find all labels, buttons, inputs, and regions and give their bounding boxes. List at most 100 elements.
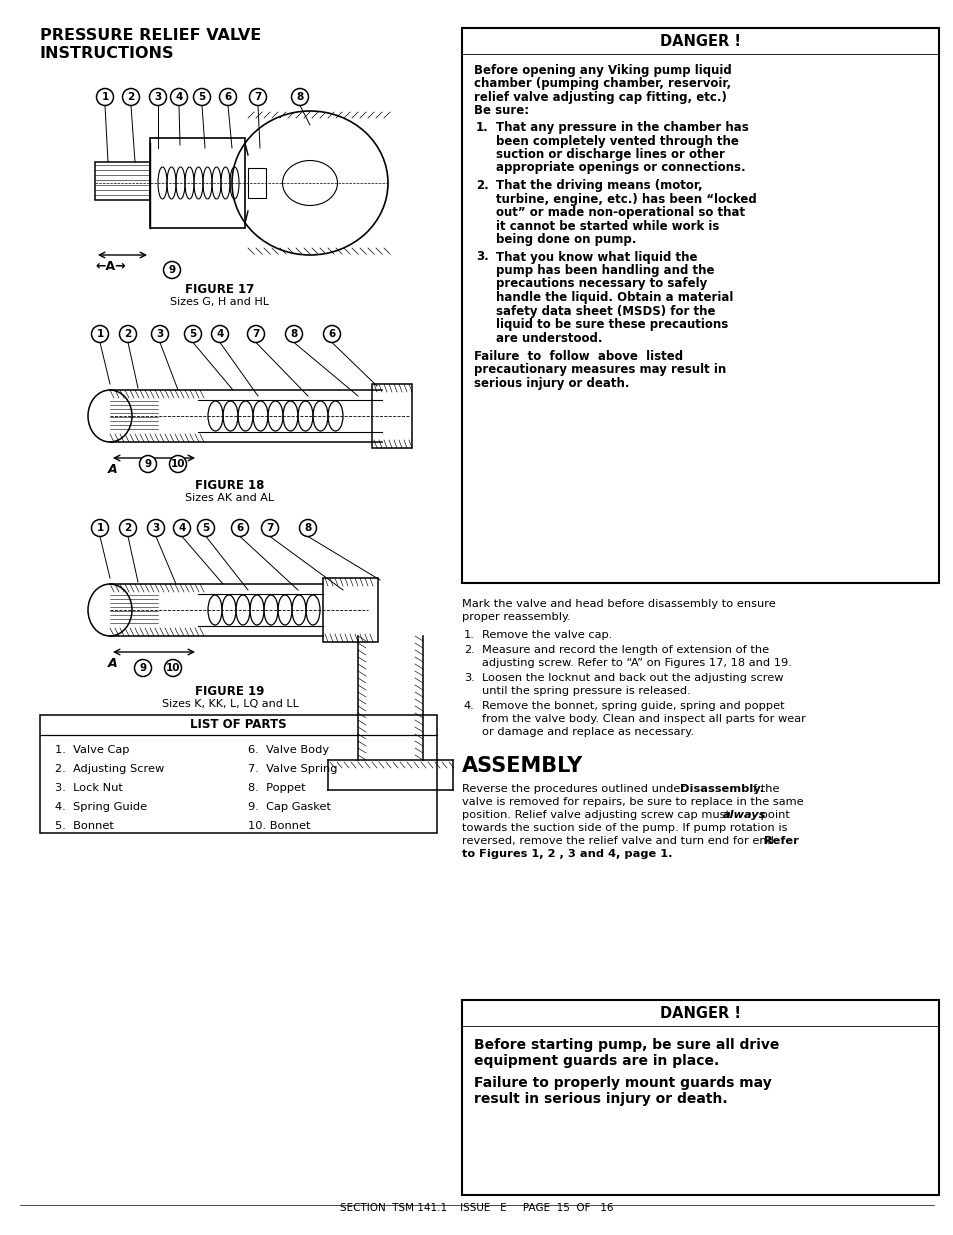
Text: 3: 3	[156, 329, 164, 338]
Circle shape	[292, 89, 308, 105]
Text: handle the liquid. Obtain a material: handle the liquid. Obtain a material	[496, 291, 733, 304]
Text: until the spring pressure is released.: until the spring pressure is released.	[481, 685, 690, 697]
Text: proper reassembly.: proper reassembly.	[461, 613, 570, 622]
Text: 10. Bonnet: 10. Bonnet	[248, 821, 310, 831]
Text: are understood.: are understood.	[496, 331, 602, 345]
Circle shape	[150, 89, 167, 105]
Text: turbine, engine, etc.) has been “locked: turbine, engine, etc.) has been “locked	[496, 193, 756, 205]
Circle shape	[171, 89, 188, 105]
Text: PRESSURE RELIEF VALVE: PRESSURE RELIEF VALVE	[40, 28, 261, 43]
Text: 1: 1	[101, 91, 109, 103]
Circle shape	[91, 520, 109, 536]
Circle shape	[193, 89, 211, 105]
Circle shape	[119, 520, 136, 536]
Text: equipment guards are in place.: equipment guards are in place.	[474, 1053, 719, 1068]
Text: DANGER !: DANGER !	[659, 1005, 740, 1020]
Text: chamber (pumping chamber, reservoir,: chamber (pumping chamber, reservoir,	[474, 78, 730, 90]
Text: Before starting pump, be sure all drive: Before starting pump, be sure all drive	[474, 1037, 779, 1052]
Text: 1.  Valve Cap: 1. Valve Cap	[55, 745, 130, 755]
Circle shape	[134, 659, 152, 677]
Circle shape	[173, 520, 191, 536]
Text: Remove the valve cap.: Remove the valve cap.	[481, 630, 612, 640]
Text: 2.: 2.	[463, 645, 475, 655]
Text: Disassembly.: Disassembly.	[679, 784, 763, 794]
Text: out” or made non-operational so that: out” or made non-operational so that	[496, 206, 744, 219]
Circle shape	[261, 520, 278, 536]
Text: A: A	[108, 463, 117, 475]
Text: reversed, remove the relief valve and turn end for end.: reversed, remove the relief valve and tu…	[461, 836, 781, 846]
Circle shape	[91, 326, 109, 342]
Text: That the driving means (motor,: That the driving means (motor,	[496, 179, 702, 191]
Text: FIGURE 17: FIGURE 17	[185, 283, 254, 296]
Circle shape	[323, 326, 340, 342]
Text: 1: 1	[96, 522, 104, 534]
Text: Refer: Refer	[763, 836, 798, 846]
Text: precautions necessary to safely: precautions necessary to safely	[496, 278, 706, 290]
Text: Reverse the procedures outlined under: Reverse the procedures outlined under	[461, 784, 688, 794]
Text: 3.: 3.	[476, 251, 488, 263]
Text: LIST OF PARTS: LIST OF PARTS	[190, 719, 287, 731]
Text: 9: 9	[144, 459, 152, 469]
Text: That any pressure in the chamber has: That any pressure in the chamber has	[496, 121, 748, 135]
Text: That you know what liquid the: That you know what liquid the	[496, 251, 697, 263]
Circle shape	[148, 520, 164, 536]
Text: point: point	[757, 810, 789, 820]
Circle shape	[122, 89, 139, 105]
Text: 4: 4	[175, 91, 182, 103]
Circle shape	[164, 659, 181, 677]
Text: Sizes G, H and HL: Sizes G, H and HL	[171, 296, 269, 308]
Text: 2.: 2.	[476, 179, 488, 191]
Bar	[150, 138, 245, 228]
Text: 6: 6	[236, 522, 243, 534]
Text: 8: 8	[296, 91, 303, 103]
Circle shape	[139, 456, 156, 473]
Text: INSTRUCTIONS: INSTRUCTIONS	[40, 46, 174, 61]
Circle shape	[170, 456, 186, 473]
Circle shape	[250, 89, 266, 105]
Text: valve is removed for repairs, be sure to replace in the same: valve is removed for repairs, be sure to…	[461, 797, 802, 806]
Text: 3: 3	[154, 91, 161, 103]
Text: Sizes K, KK, L, LQ and LL: Sizes K, KK, L, LQ and LL	[161, 699, 298, 709]
Text: suction or discharge lines or other: suction or discharge lines or other	[496, 148, 724, 161]
Text: 1.: 1.	[476, 121, 488, 135]
Text: Loosen the locknut and back out the adjusting screw: Loosen the locknut and back out the adju…	[481, 673, 782, 683]
Text: Sizes AK and AL: Sizes AK and AL	[185, 493, 274, 503]
Text: 2: 2	[124, 522, 132, 534]
Bar	[461, 28, 938, 583]
Circle shape	[247, 326, 264, 342]
Text: SECTION  TSM 141.1    ISSUE   E     PAGE  15  OF   16: SECTION TSM 141.1 ISSUE E PAGE 15 OF 16	[340, 1203, 613, 1213]
Text: ←A→: ←A→	[95, 261, 126, 273]
Text: 4.  Spring Guide: 4. Spring Guide	[55, 802, 147, 811]
Text: being done on pump.: being done on pump.	[496, 233, 636, 246]
Text: 2: 2	[128, 91, 134, 103]
Text: Before opening any Viking pump liquid: Before opening any Viking pump liquid	[474, 64, 731, 77]
Text: safety data sheet (MSDS) for the: safety data sheet (MSDS) for the	[496, 305, 715, 317]
Text: result in serious injury or death.: result in serious injury or death.	[474, 1092, 727, 1107]
Text: 4: 4	[178, 522, 186, 534]
Text: 3.  Lock Nut: 3. Lock Nut	[55, 783, 123, 793]
Text: position. Relief valve adjusting screw cap must: position. Relief valve adjusting screw c…	[461, 810, 733, 820]
Text: 6: 6	[224, 91, 232, 103]
Text: 10: 10	[166, 663, 180, 673]
Circle shape	[299, 520, 316, 536]
Bar	[40, 715, 436, 832]
Text: 6.  Valve Body: 6. Valve Body	[248, 745, 329, 755]
Text: Mark the valve and head before disassembly to ensure: Mark the valve and head before disassemb…	[461, 599, 775, 609]
Bar	[323, 578, 377, 642]
Text: 9.  Cap Gasket: 9. Cap Gasket	[248, 802, 331, 811]
Text: 9: 9	[139, 663, 147, 673]
Circle shape	[184, 326, 201, 342]
Text: FIGURE 18: FIGURE 18	[195, 479, 264, 492]
Text: 4: 4	[216, 329, 223, 338]
Text: liquid to be sure these precautions: liquid to be sure these precautions	[496, 317, 727, 331]
Circle shape	[197, 520, 214, 536]
Text: 7: 7	[254, 91, 261, 103]
Text: 3: 3	[152, 522, 159, 534]
Text: 5: 5	[190, 329, 196, 338]
Bar	[248, 168, 266, 198]
Bar	[95, 162, 150, 200]
Bar	[372, 384, 412, 448]
Text: 8: 8	[290, 329, 297, 338]
Text: Measure and record the length of extension of the: Measure and record the length of extensi…	[481, 645, 768, 655]
Text: 5: 5	[198, 91, 206, 103]
